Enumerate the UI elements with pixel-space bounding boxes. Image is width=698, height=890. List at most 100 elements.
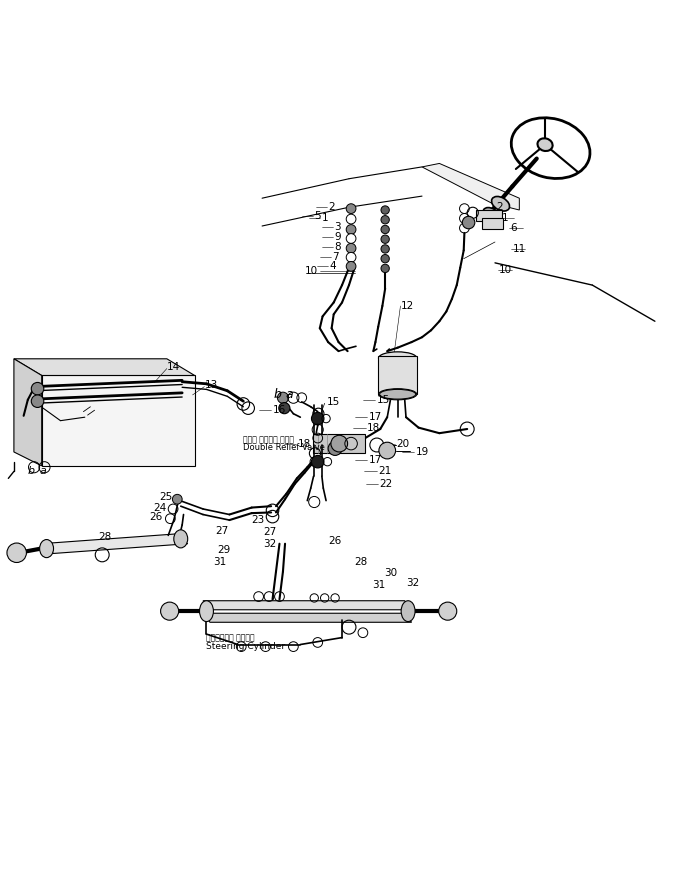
Text: Steering Cylinder: Steering Cylinder — [207, 642, 285, 651]
Text: 31: 31 — [373, 580, 386, 590]
Circle shape — [438, 603, 456, 620]
Circle shape — [311, 412, 324, 425]
Bar — [378, 356, 417, 394]
Text: Double Relief Valve: Double Relief Valve — [244, 443, 325, 452]
Polygon shape — [313, 434, 365, 453]
Text: 3: 3 — [334, 222, 341, 232]
Text: 29: 29 — [217, 545, 230, 555]
Text: ステアリング シリンダ: ステアリング シリンダ — [207, 634, 255, 643]
Ellipse shape — [380, 390, 416, 399]
Circle shape — [346, 262, 356, 271]
Text: 17: 17 — [369, 412, 382, 422]
Text: 23: 23 — [252, 515, 265, 525]
Text: 32: 32 — [263, 539, 276, 549]
Text: 30: 30 — [384, 568, 397, 578]
Circle shape — [381, 225, 389, 234]
Polygon shape — [14, 359, 195, 376]
Polygon shape — [203, 613, 412, 622]
Circle shape — [346, 224, 356, 234]
Text: 10: 10 — [499, 265, 512, 275]
Circle shape — [381, 245, 389, 253]
Text: 24: 24 — [153, 503, 166, 513]
Text: 4: 4 — [329, 262, 336, 271]
Bar — [482, 218, 503, 230]
Polygon shape — [42, 376, 195, 465]
Circle shape — [462, 216, 475, 229]
Circle shape — [381, 215, 389, 224]
Text: 1: 1 — [322, 214, 329, 223]
Text: 5: 5 — [314, 211, 321, 221]
Ellipse shape — [174, 530, 188, 548]
Text: 9: 9 — [334, 232, 341, 242]
Text: 8: 8 — [334, 242, 341, 252]
Ellipse shape — [537, 138, 553, 151]
Ellipse shape — [378, 389, 417, 400]
Text: 18: 18 — [297, 439, 311, 449]
Text: 22: 22 — [380, 479, 393, 489]
Text: 20: 20 — [396, 439, 410, 449]
Circle shape — [7, 543, 27, 562]
Text: 2: 2 — [496, 202, 503, 212]
Text: 28: 28 — [98, 531, 112, 542]
Circle shape — [311, 456, 324, 468]
Text: 11: 11 — [512, 244, 526, 254]
Ellipse shape — [491, 197, 510, 211]
Circle shape — [331, 435, 348, 452]
Circle shape — [381, 255, 389, 263]
Circle shape — [346, 253, 356, 263]
Ellipse shape — [200, 601, 214, 621]
Circle shape — [346, 214, 356, 224]
Text: 19: 19 — [416, 447, 429, 457]
Circle shape — [381, 264, 389, 272]
Text: 32: 32 — [406, 578, 419, 587]
Polygon shape — [422, 164, 519, 210]
Text: 17: 17 — [369, 455, 382, 465]
Text: 21: 21 — [378, 466, 392, 476]
Polygon shape — [14, 359, 42, 465]
Text: 26: 26 — [149, 513, 162, 522]
Text: 27: 27 — [263, 527, 276, 537]
Circle shape — [381, 235, 389, 243]
Text: b: b — [274, 388, 282, 401]
Circle shape — [379, 442, 396, 459]
Text: 15: 15 — [377, 395, 390, 405]
Ellipse shape — [401, 601, 415, 621]
Text: 31: 31 — [213, 557, 226, 567]
Text: 14: 14 — [167, 362, 180, 372]
Text: 18: 18 — [367, 424, 380, 433]
Circle shape — [161, 603, 179, 620]
Ellipse shape — [378, 352, 417, 364]
Text: a: a — [285, 388, 292, 401]
Circle shape — [31, 383, 44, 395]
Circle shape — [346, 234, 356, 243]
Circle shape — [328, 441, 342, 456]
Text: 13: 13 — [205, 380, 218, 390]
Circle shape — [346, 243, 356, 253]
Bar — [475, 210, 502, 221]
Text: 26: 26 — [328, 536, 341, 546]
Circle shape — [172, 494, 182, 504]
Circle shape — [381, 206, 389, 214]
Text: 16: 16 — [272, 405, 285, 416]
Text: 1: 1 — [502, 214, 509, 223]
Text: 6: 6 — [510, 223, 517, 233]
Text: 12: 12 — [401, 301, 414, 311]
Text: a: a — [40, 466, 47, 476]
Polygon shape — [41, 534, 188, 554]
Polygon shape — [203, 601, 412, 610]
Text: 25: 25 — [159, 492, 172, 502]
Ellipse shape — [40, 539, 54, 558]
Ellipse shape — [483, 207, 500, 221]
Circle shape — [31, 395, 44, 408]
Text: 7: 7 — [332, 252, 339, 262]
Circle shape — [346, 204, 356, 214]
Circle shape — [279, 402, 290, 414]
Text: 2: 2 — [328, 202, 335, 212]
Text: ダブル リリーフ バルブ: ダブル リリーフ バルブ — [244, 435, 295, 444]
Text: 10: 10 — [304, 266, 318, 276]
Text: b: b — [27, 466, 34, 476]
Text: 27: 27 — [215, 525, 228, 536]
Text: 28: 28 — [354, 557, 367, 567]
Text: 15: 15 — [327, 397, 340, 407]
Circle shape — [277, 392, 288, 403]
